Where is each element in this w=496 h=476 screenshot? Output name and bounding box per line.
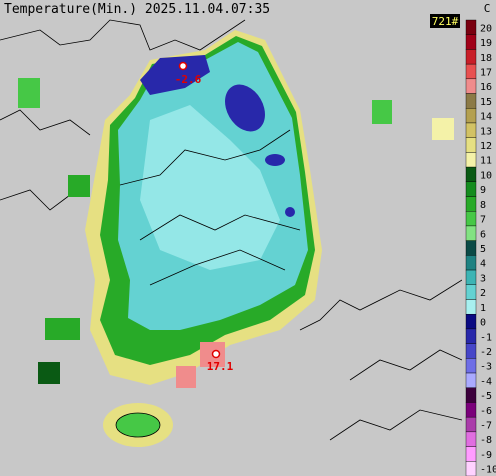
color-swatch — [465, 416, 477, 433]
legend-label: -9 — [480, 450, 492, 461]
legend-label: -10 — [480, 465, 496, 476]
legend-label: 18 — [480, 53, 492, 64]
legend-label: -8 — [480, 435, 492, 446]
color-swatch — [465, 137, 477, 153]
color-swatch — [465, 299, 477, 315]
station-patch — [38, 362, 60, 384]
color-swatch — [465, 255, 477, 271]
land-cool — [140, 105, 280, 270]
color-swatch — [465, 358, 477, 374]
legend-label: 19 — [480, 38, 492, 49]
legend-label: 5 — [480, 244, 486, 255]
color-swatch — [465, 34, 477, 50]
max-label: 17.1 — [207, 360, 234, 373]
legend-label: -2 — [480, 347, 492, 358]
color-swatch — [465, 166, 477, 183]
cold-patch — [140, 55, 210, 95]
legend-label: 7 — [480, 215, 486, 226]
legend-label: 9 — [480, 185, 486, 196]
legend-label: -1 — [480, 332, 492, 343]
legend-label: -4 — [480, 376, 492, 387]
count-box — [430, 14, 460, 28]
station-patch — [176, 366, 196, 388]
cold-patch — [265, 154, 285, 166]
color-swatch — [465, 284, 477, 300]
min-label: -2.6 — [175, 73, 202, 86]
legend-unit: C — [484, 2, 491, 15]
color-swatch — [465, 431, 477, 447]
color-swatch — [465, 152, 477, 168]
legend-label: 1 — [480, 303, 486, 314]
color-swatch — [465, 372, 477, 388]
legend-label: -6 — [480, 406, 492, 417]
island — [432, 118, 454, 140]
border — [119, 129, 301, 286]
color-swatch — [465, 446, 477, 462]
cold-patch — [225, 84, 265, 132]
color-swatch — [465, 328, 477, 344]
color-swatch — [465, 387, 477, 403]
island — [372, 100, 392, 124]
legend-label: 6 — [480, 229, 486, 240]
color-swatch — [465, 269, 477, 285]
colorbar: 20191817161514131211109876543210-1-2-3-4… — [465, 19, 496, 476]
legend-label: -5 — [480, 391, 492, 402]
color-swatch — [465, 313, 477, 330]
legend-label: 16 — [480, 82, 492, 93]
color-swatch — [465, 240, 477, 256]
color-swatch — [465, 225, 477, 241]
station-count: 721# — [432, 15, 459, 28]
color-swatch — [465, 19, 477, 35]
legend-label: 17 — [480, 67, 492, 78]
legend-label: 4 — [480, 259, 486, 270]
legend-label: 10 — [480, 170, 492, 181]
legend-label: 12 — [480, 141, 492, 152]
color-swatch — [465, 343, 477, 359]
cold-patch — [285, 207, 295, 217]
color-swatch — [465, 196, 477, 212]
title-bar — [0, 0, 462, 18]
color-swatch — [465, 49, 477, 65]
station-patch — [18, 78, 40, 108]
legend-label: 0 — [480, 318, 486, 329]
min-marker — [178, 61, 188, 71]
color-swatch — [465, 78, 477, 94]
color-swatch — [465, 93, 477, 109]
legend-label: 2 — [480, 288, 486, 299]
legend-label: 11 — [480, 156, 492, 167]
legend-label: 15 — [480, 97, 492, 108]
color-swatch — [465, 211, 477, 227]
jeju-center — [115, 412, 161, 438]
legend-label: -7 — [480, 421, 492, 432]
legend-label: 8 — [480, 200, 486, 211]
legend-label: 3 — [480, 273, 486, 284]
coastline — [0, 19, 463, 441]
color-swatch — [465, 402, 477, 418]
color-swatch — [465, 108, 477, 124]
legend-label: -3 — [480, 362, 492, 373]
station-patch — [68, 175, 90, 197]
station-patch — [45, 318, 80, 340]
color-swatch — [465, 181, 477, 197]
color-swatch — [465, 461, 477, 476]
legend-label: 20 — [480, 23, 492, 34]
color-swatch — [465, 122, 477, 138]
color-swatch — [465, 63, 477, 80]
legend-label: 13 — [480, 126, 492, 137]
title: Temperature(Min.) 2025.11.04.07:35 — [4, 2, 270, 17]
legend-label: 14 — [480, 112, 492, 123]
max-marker — [211, 349, 221, 359]
